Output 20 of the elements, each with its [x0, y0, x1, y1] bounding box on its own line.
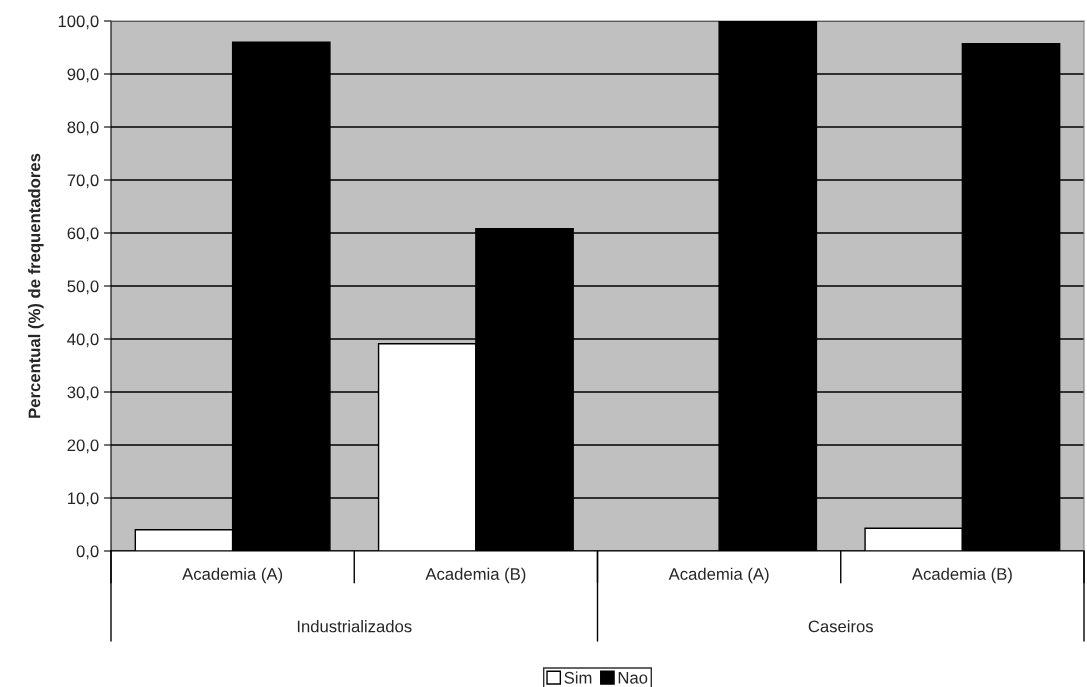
x-tick-label: Academia (B): [911, 567, 1012, 584]
text: Caseiros: [808, 620, 874, 633]
y-tick-label: 80,0: [67, 121, 99, 136]
y-tick-label: 0,0: [76, 545, 99, 560]
x-tick-label: Academia (A): [668, 567, 769, 584]
y-tick-label: 70,0: [67, 174, 99, 189]
legend-label: Sim: [564, 671, 592, 684]
y-tick-label: 40,0: [67, 333, 99, 348]
y-axis-title: Percentual (%) de frequentadores: [28, 153, 44, 418]
y-tick-label: 60,0: [67, 227, 99, 242]
x-tick-label: Academia (B): [425, 567, 526, 584]
text: Industrializados: [297, 620, 412, 633]
y-tick-label: 10,0: [68, 492, 99, 507]
legend-label: Nao: [618, 672, 648, 684]
y-tick-label: 90,0: [67, 68, 99, 83]
y-tick-label: 20,0: [67, 439, 99, 454]
y-tick-label: 50,0: [67, 280, 99, 295]
y-tick-label: 30,0: [67, 386, 99, 401]
y-tick-label: 100,0: [58, 15, 99, 30]
x-tick-label: Academia (A): [182, 567, 283, 584]
